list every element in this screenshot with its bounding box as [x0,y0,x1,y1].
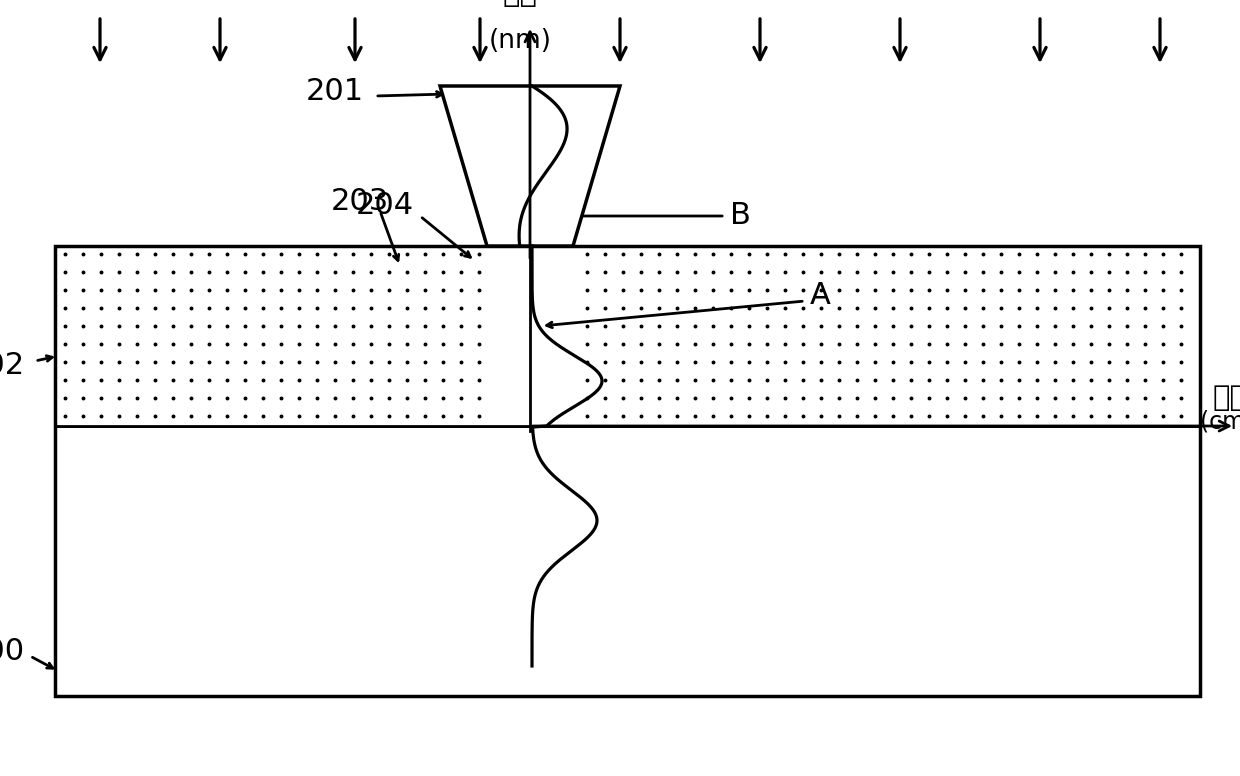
Text: 201: 201 [306,77,365,106]
Text: 浓度: 浓度 [1213,384,1240,412]
Text: 200: 200 [0,636,25,666]
Text: (cm⁻³): (cm⁻³) [1200,409,1240,433]
Polygon shape [440,86,620,246]
Text: (nm): (nm) [489,28,552,54]
Text: B: B [729,202,750,230]
Text: 深度: 深度 [502,0,537,8]
Text: 202: 202 [0,352,25,380]
Text: 203: 203 [331,186,389,216]
Text: 204: 204 [356,192,414,220]
Bar [55,246,1200,426]
Text: A: A [810,282,831,310]
Bar [55,246,1200,696]
Bar [55,426,1200,696]
